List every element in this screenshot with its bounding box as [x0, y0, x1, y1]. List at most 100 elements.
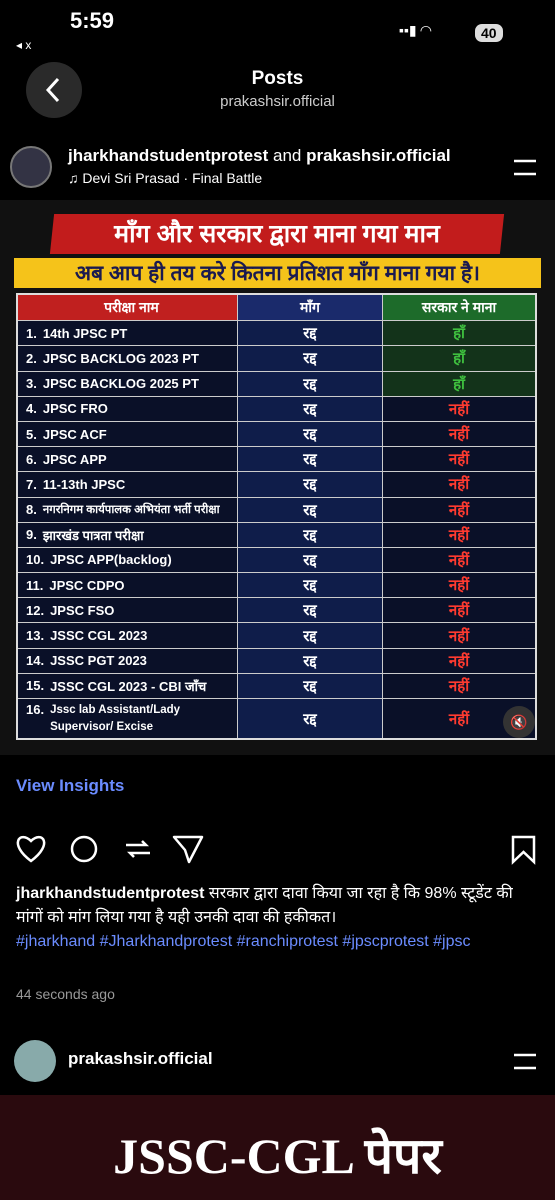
row-number: 5. — [26, 426, 37, 442]
demand-cell: रद्द — [238, 472, 383, 497]
avatar[interactable] — [10, 146, 52, 188]
share-icon[interactable] — [172, 835, 204, 864]
demand-cell: रद्द — [238, 573, 383, 598]
next-username[interactable]: prakashsir.official — [68, 1049, 213, 1068]
exam-cell: 15. JSSC CGL 2023 - CBI जाँच — [18, 673, 238, 698]
row-number: 10. — [26, 552, 45, 568]
govt-cell: हाँ — [383, 321, 535, 346]
exam-name: Jssc lab Assistant/Lady Supervisor/ Exci… — [50, 704, 181, 733]
govt-cell: नहीं — [448, 476, 470, 494]
exam-name: JPSC ACF — [42, 426, 107, 442]
demand-cell: रद्द — [238, 497, 383, 522]
post-time: 44 seconds ago — [16, 986, 115, 1002]
row-number: 6. — [26, 451, 37, 467]
menu-icon[interactable] — [510, 1052, 540, 1072]
row-number: 16. — [26, 702, 45, 717]
caption-user[interactable]: jharkhandstudentprotest — [16, 885, 205, 902]
back-to-app[interactable]: ◂ x — [16, 38, 31, 52]
table-row: 14. JSSC PGT 2023 रद्द नहीं — [18, 647, 535, 673]
like-icon[interactable] — [16, 835, 46, 863]
action-bar — [16, 835, 536, 865]
exam-cell: 1. 14th JPSC PT — [18, 321, 238, 346]
exam-name: JPSC CDPO — [49, 577, 125, 593]
heading2: अब आप ही तय करे कितना प्रतिशत माँग माना … — [75, 262, 480, 285]
author[interactable]: jharkhandstudentprotest — [68, 146, 269, 165]
row-number: 2. — [26, 350, 37, 366]
demand-cell: रद्द — [238, 321, 383, 346]
music-label: Devi Sri Prasad · Final Battle — [82, 170, 263, 186]
demand-cell: रद्द — [238, 447, 383, 472]
govt-cell: नहीं — [448, 551, 470, 569]
demand-cell: रद्द — [238, 623, 383, 648]
back-button[interactable] — [26, 62, 82, 118]
table-row: 11. JPSC CDPO रद्द नहीं — [18, 572, 535, 598]
music[interactable]: ♫ Devi Sri Prasad · Final Battle — [68, 170, 263, 186]
hashtags[interactable]: #jharkhand #Jharkhandprotest #ranchiprot… — [16, 933, 471, 950]
row-number: 8. — [26, 502, 37, 518]
back-label: x — [25, 38, 32, 52]
back-icon — [45, 77, 60, 103]
govt-cell: नहीं — [448, 526, 470, 544]
govt-cell: हाँ — [383, 371, 535, 396]
demand-cell: रद्द — [238, 598, 383, 623]
header-cell: परीक्षा नाम — [18, 295, 238, 321]
author[interactable]: prakashsir.official — [306, 146, 451, 165]
battery: 40 — [475, 24, 503, 42]
table-row: 1. 14th JPSC PT रद्द हाँ — [18, 320, 535, 346]
table-row: 13. JSSC CGL 2023 रद्द नहीं — [18, 622, 535, 648]
avatar[interactable] — [14, 1040, 56, 1082]
row-number: 12. — [26, 602, 45, 618]
demand-cell: रद्द — [238, 371, 383, 396]
table-row: 8. नगरनिगम कार्यपालक अभियंता भर्ती परीक्ष… — [18, 496, 535, 522]
exam-cell: 3. JPSC BACKLOG 2025 PT — [18, 371, 238, 396]
exam-name: झारखंड पात्रता परीक्षा — [42, 527, 144, 543]
row-number: 1. — [26, 325, 37, 341]
govt-cell: नहीं — [448, 652, 470, 670]
demand-cell: रद्द — [238, 522, 383, 547]
back-arrow: ◂ — [16, 38, 26, 52]
exam-cell: 13. JSSC CGL 2023 — [18, 623, 238, 648]
exam-cell: 11. JPSC CDPO — [18, 573, 238, 598]
comment-icon[interactable] — [70, 835, 98, 863]
exam-cell: 8. नगरनिगम कार्यपालक अभियंता भर्ती परीक्ष… — [18, 497, 238, 522]
table-row: 2. JPSC BACKLOG 2023 PT रद्द हाँ — [18, 345, 535, 371]
exam-cell: 12. JPSC FSO — [18, 598, 238, 623]
row-number: 13. — [26, 628, 45, 644]
repost-icon[interactable] — [126, 840, 150, 858]
header-subtitle: prakashsir.official — [220, 93, 335, 110]
demand-cell: रद्द — [238, 421, 383, 447]
caption-text: सरकार द्वारा दावा किया जा रहा है कि 98% … — [16, 885, 513, 926]
govt-cell: नहीं — [448, 602, 470, 620]
header-title: Posts — [251, 68, 304, 89]
mute-button[interactable]: 🔇 — [503, 706, 535, 738]
exam-name: JSSC CGL 2023 - CBI जाँच — [50, 678, 207, 694]
view-insights[interactable]: View Insights — [16, 776, 125, 795]
row-number: 14. — [26, 653, 45, 669]
table-row: 7. 11-13th JPSC रद्द नहीं — [18, 471, 535, 497]
row-number: 11. — [26, 577, 44, 593]
exam-name: JPSC BACKLOG 2025 PT — [42, 376, 199, 392]
demand-cell: रद्द — [238, 699, 383, 738]
table: परीक्षा नाम माँग सरकार ने माना 1. 14th JP… — [16, 293, 537, 740]
exam-name: JSSC PGT 2023 — [50, 653, 147, 669]
govt-cell: नहीं — [448, 451, 470, 469]
menu-icon[interactable] — [510, 158, 540, 178]
govt-cell: नहीं — [448, 710, 470, 728]
row-number: 15. — [26, 678, 45, 694]
table-row: 10. JPSC APP(backlog) रद्द नहीं — [18, 546, 535, 573]
exam-cell: 7. 11-13th JPSC — [18, 472, 238, 497]
header-cell: माँग — [238, 295, 383, 321]
banner-yellow — [14, 258, 541, 288]
table-row: 3. JPSC BACKLOG 2025 PT रद्द हाँ — [18, 370, 535, 396]
table-row: 15. JSSC CGL 2023 - CBI जाँच रद्द नहीं — [18, 672, 535, 698]
demand-cell: रद्द — [238, 396, 383, 421]
exam-cell: 9. झारखंड पात्रता परीक्षा — [18, 522, 238, 547]
status-time: 5:59 — [70, 8, 115, 33]
exam-name: JPSC APP — [42, 451, 107, 467]
header-cell: सरकार ने माना — [383, 295, 535, 321]
row-number: 4. — [26, 401, 37, 417]
demand-cell: रद्द — [238, 648, 383, 673]
save-icon[interactable] — [511, 835, 536, 865]
exam-name: JPSC FSO — [50, 602, 115, 618]
